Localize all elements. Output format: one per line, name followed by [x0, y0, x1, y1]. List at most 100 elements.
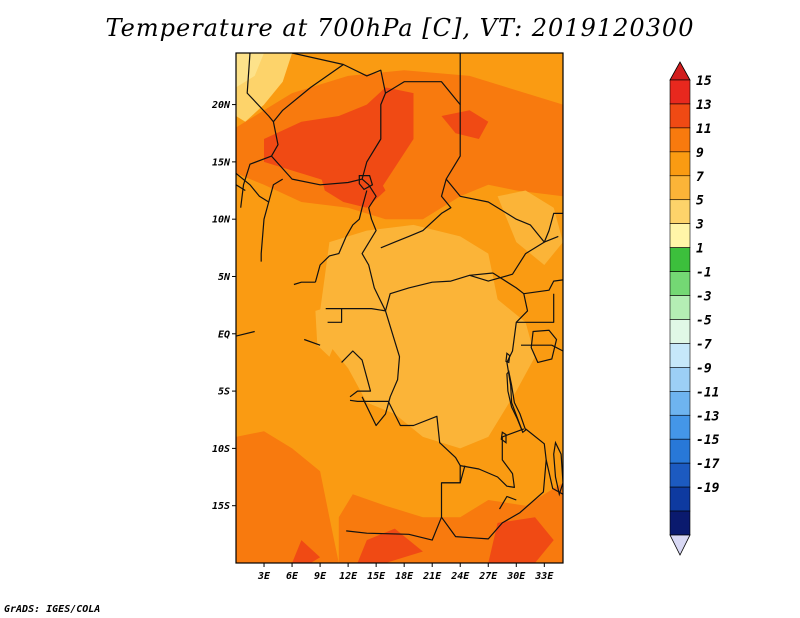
colorbar-label: -3	[696, 290, 712, 305]
lake-tanganyika	[506, 370, 527, 434]
lake-malawi	[553, 440, 563, 497]
colorbar-band	[669, 486, 691, 512]
lat-tick-label: 15S	[212, 501, 230, 512]
border-line-5	[271, 155, 363, 186]
colorbar-top-cap	[669, 61, 691, 81]
colorbar-label: 15	[696, 74, 712, 89]
colorbar-band	[669, 367, 691, 392]
border-line-23	[303, 338, 321, 346]
lat-tick-label: 15N	[212, 157, 231, 168]
map-frame	[235, 52, 564, 564]
border-line-11	[341, 350, 372, 398]
lon-tick-label: 12E	[339, 571, 358, 582]
field-sahara-pale	[236, 53, 264, 88]
colorbar-bottom-cap	[669, 534, 691, 556]
colorbar-label: 13	[696, 98, 712, 113]
border-line-17	[469, 212, 563, 282]
field-chad-hot	[320, 167, 386, 208]
lat-tick-label: 5N	[218, 272, 231, 283]
field-south-hot-2	[357, 528, 423, 563]
border-line-26	[293, 281, 316, 286]
lon-tick-label: 15E	[367, 571, 386, 582]
lake-victoria	[530, 329, 558, 364]
border-line-1	[291, 53, 493, 312]
colorbar-label: -15	[696, 433, 720, 448]
colorbar-label: 1	[696, 242, 704, 257]
colorbar-band	[669, 414, 691, 440]
border-line-28	[441, 465, 466, 484]
lon-tick-label: 33E	[534, 571, 554, 582]
lat-tick-label: 10N	[212, 215, 231, 226]
border-line-15	[441, 428, 547, 540]
border-line-7	[268, 178, 284, 203]
grads-credit: GrADS: IGES/COLA	[4, 604, 101, 615]
colorbar-band	[669, 319, 691, 344]
field-sahel-hot	[264, 87, 414, 197]
lake-mweru	[500, 431, 507, 444]
colorbar-band	[669, 103, 691, 129]
lake-kivu	[505, 352, 511, 364]
field-coast-warm	[236, 431, 339, 563]
colorbar-band	[669, 151, 691, 177]
lat-tick-label: 20N	[211, 100, 231, 111]
lat-tick-label: EQ	[218, 329, 230, 340]
colorbar-band	[669, 271, 691, 296]
lake-chad	[358, 175, 374, 191]
colorbar-label: 7	[696, 170, 704, 185]
lon-tick-label: 30E	[506, 571, 526, 582]
field-sahel-hot-east	[441, 110, 489, 139]
colorbar-label: -13	[696, 409, 720, 424]
lon-tick-label: 27E	[478, 571, 498, 582]
chart-title: Temperature at 700hPa [C], VT: 201912030…	[105, 14, 695, 42]
border-line-13	[346, 399, 461, 541]
field-east-cool	[497, 190, 563, 265]
longitude-axis: 3E 6E 9E 12E 15E 18E 21E 24E 27E 30E 33E	[257, 563, 554, 582]
colorbar-band	[669, 343, 691, 368]
border-line-25	[498, 495, 517, 510]
colorbar-label: -5	[696, 313, 712, 328]
colorbar-band	[669, 79, 691, 105]
colorbar-label: 9	[696, 146, 704, 161]
colorbar-label: -19	[696, 481, 720, 496]
field-gabon-cool	[315, 305, 339, 357]
colorbar: 15 13 11 9 7 5 3 1 -1 -3 -5 -7 -9 -11 -13 -15 -17 -19	[669, 61, 720, 556]
border-line-18	[445, 178, 559, 243]
colorbar-label: -1	[696, 266, 712, 281]
latitude-axis: 20N 15N 10N 5N EQ 5S 10S 15S	[211, 100, 236, 512]
colorbar-band	[669, 175, 691, 201]
colorbar-label: -17	[696, 457, 720, 472]
colorbar-band	[669, 223, 691, 248]
colorbar-label: -11	[696, 385, 719, 400]
border-line-22	[236, 330, 255, 337]
lat-tick-label: 5S	[218, 387, 230, 398]
colorbar-band	[669, 247, 691, 272]
lon-tick-label: 6E	[286, 571, 299, 582]
border-line-2	[272, 64, 344, 123]
colorbar-label: 3	[695, 218, 704, 233]
temperature-field	[236, 53, 563, 563]
lon-tick-label: 21E	[422, 571, 442, 582]
border-line-14	[460, 428, 525, 488]
colorbar-band	[669, 438, 691, 464]
colorbar-band	[669, 199, 691, 224]
border-line-21	[516, 293, 555, 323]
border-line-10	[327, 308, 343, 323]
lon-tick-label: 18E	[395, 571, 414, 582]
colorbar-band	[669, 510, 691, 536]
border-line-0	[240, 53, 279, 208]
lat-tick-label: 10S	[212, 444, 230, 455]
border-line-19	[523, 279, 563, 295]
lon-tick-label: 24E	[450, 571, 470, 582]
border-line-8	[314, 190, 368, 283]
border-line-9	[325, 308, 386, 312]
country-borders	[236, 53, 563, 541]
colorbar-band	[669, 127, 691, 153]
border-line-12	[361, 310, 401, 427]
field-south-hot	[292, 540, 321, 563]
colorbar-band	[669, 295, 691, 320]
field-central-cool	[320, 224, 535, 449]
colorbar-label: -9	[696, 361, 712, 376]
border-line-3	[380, 81, 461, 249]
field-south-hot-3	[488, 517, 554, 563]
